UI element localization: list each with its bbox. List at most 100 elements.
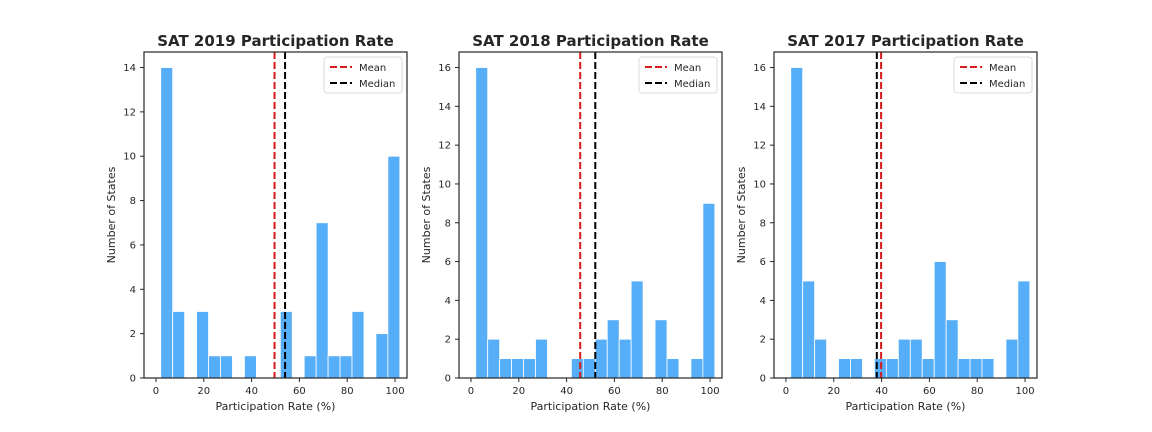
histogram-bar [339,355,353,379]
x-tick-label: 0 [153,386,159,397]
histogram-bar [921,358,935,379]
y-tick-label: 10 [438,179,451,190]
y-tick-label: 0 [130,374,136,385]
y-tick-label: 6 [130,240,136,251]
chart-panel-1: 0 20 40 60 80 100 0 2 4 6 8 10 12 14 SAT 2019 Particip… [105,32,408,413]
chart-title: SAT 2017 Participation Rate [787,32,1024,50]
histogram-bar [814,338,827,379]
histogram-bar [208,355,221,379]
y-tick-label: 8 [445,218,451,229]
y-tick-label: 2 [130,329,136,340]
x-tick-label: 60 [293,386,306,397]
histogram-bar [1005,338,1019,379]
histogram-bar [702,202,716,379]
y-axis-label: Number of States [735,166,748,263]
legend-median-label: Median [359,79,395,90]
histogram-bar [690,358,704,379]
x-tick-label: 60 [608,386,621,397]
y-tick-label: 14 [123,63,136,74]
histogram-bar [244,355,257,379]
y-tick-label: 8 [760,218,766,229]
histogram-bar [957,358,971,379]
x-tick-label: 80 [656,386,669,397]
legend-mean-label: Mean [674,63,701,74]
legend-mean-label: Mean [359,63,386,74]
histogram-bar [387,155,401,379]
x-axis-label: Participation Rate (%) [216,400,336,413]
histogram-bar [981,358,995,379]
x-tick-label: 100 [1015,386,1034,397]
x-tick-label: 40 [245,386,258,397]
chart-title: SAT 2018 Participation Rate [472,32,709,50]
x-tick-label: 40 [560,386,573,397]
y-axis-label: Number of States [105,166,118,263]
x-tick-label: 100 [385,386,404,397]
x-axis-label: Participation Rate (%) [846,400,966,413]
y-tick-label: 16 [753,63,766,74]
histogram-bar [618,338,632,379]
chart-panel-2: 0 20 40 60 80 100 0 2 4 6 8 10 12 14 16 SAT 2018 Partic… [420,32,723,413]
y-tick-label: 16 [438,63,451,74]
histogram-bar [511,358,524,379]
legend-median-label: Median [989,79,1025,90]
histogram-bar [279,311,293,379]
histogram-bar [1017,280,1031,379]
y-tick-label: 4 [760,296,766,307]
histogram-bar [327,355,341,379]
y-tick-label: 14 [753,102,766,113]
histogram-bar [196,311,209,379]
histogram-bar [802,280,816,379]
y-tick-label: 8 [130,196,136,207]
histogram-bar [933,261,947,379]
histogram-bar [969,358,983,379]
y-tick-label: 14 [438,102,451,113]
x-tick-label: 0 [783,386,789,397]
histogram-bar [594,338,608,379]
y-axis-label: Number of States [420,166,433,263]
x-tick-label: 80 [341,386,354,397]
legend-median-label: Median [674,79,710,90]
histogram-bar [487,338,501,379]
histogram-bar [375,333,389,379]
histogram-bar [850,358,863,379]
histogram-bar [654,319,668,379]
x-tick-label: 40 [875,386,888,397]
histogram-bar [315,222,329,379]
histogram-bar [570,358,584,379]
histogram-bar [582,358,596,379]
x-tick-label: 60 [923,386,936,397]
histogram-bar [945,319,959,379]
histogram-bar [630,280,644,379]
histogram-bar [666,358,680,379]
plot-frame [773,51,1038,379]
y-tick-label: 2 [760,335,766,346]
histogram-bar [351,311,365,379]
y-tick-label: 12 [123,107,136,118]
y-tick-label: 2 [445,335,451,346]
histogram-bar [838,358,851,379]
histogram-bar [535,338,548,379]
legend-mean-label: Mean [989,63,1016,74]
histogram-bar [499,358,512,379]
y-tick-label: 4 [445,296,451,307]
histogram-bar [885,358,899,379]
histogram-bar [303,355,317,379]
y-tick-label: 6 [760,257,766,268]
plot-frame [458,51,723,379]
histogram-bar [606,319,620,379]
histogram-bar [220,355,233,379]
x-tick-label: 20 [512,386,525,397]
x-axis-label: Participation Rate (%) [531,400,651,413]
x-tick-label: 20 [827,386,840,397]
chart-panel-3: 0 20 40 60 80 100 0 2 4 6 8 10 12 14 16 SAT 2017 Partic… [735,32,1038,413]
plot-frame [143,51,408,379]
x-tick-label: 20 [197,386,210,397]
x-tick-label: 100 [700,386,719,397]
y-tick-label: 12 [438,141,451,152]
histogram-bar [909,338,923,379]
histogram-bar [475,67,489,379]
histogram-bar [897,338,911,379]
y-tick-label: 0 [445,374,451,385]
y-tick-label: 10 [123,152,136,163]
